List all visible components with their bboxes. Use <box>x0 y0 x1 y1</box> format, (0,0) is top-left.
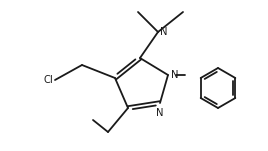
Text: Cl: Cl <box>43 75 53 85</box>
Text: N: N <box>160 27 168 37</box>
Text: N: N <box>156 108 164 118</box>
Text: N: N <box>171 70 178 80</box>
